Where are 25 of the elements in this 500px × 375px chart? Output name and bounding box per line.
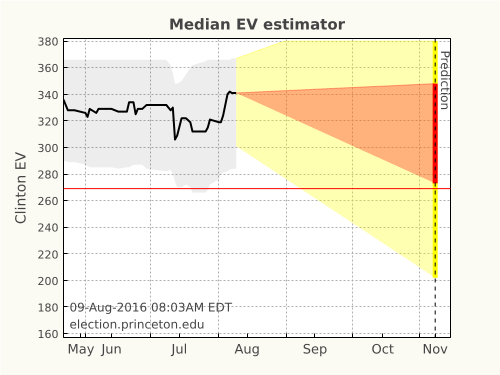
x-tick-label: Sep xyxy=(302,342,328,358)
x-tick-label: Jul xyxy=(170,342,188,358)
y-tick-label: 220 xyxy=(38,248,59,262)
y-tick-label: 300 xyxy=(38,142,59,155)
chart-title: Median EV estimator xyxy=(168,16,346,34)
y-tick-label: 240 xyxy=(38,222,59,235)
x-tick-label: Jun xyxy=(100,342,122,358)
y-tick-label: 280 xyxy=(38,168,59,182)
y-tick-label: 320 xyxy=(38,115,59,128)
line-series xyxy=(64,90,238,140)
x-tick-label: May xyxy=(68,342,95,358)
y-tick-label: 180 xyxy=(38,301,59,314)
x-tick-label: Aug xyxy=(234,342,260,358)
annotation: election.princeton.edu xyxy=(70,318,205,332)
y-tick-label: 260 xyxy=(38,195,59,208)
x-tick-label: Nov xyxy=(422,342,448,358)
ref-line-label: Prediction xyxy=(438,50,452,110)
y-tick-label: 200 xyxy=(38,274,59,288)
y-tick-label: 160 xyxy=(38,328,59,342)
y-axis-title: Clinton EV xyxy=(14,151,30,224)
y-tick-label: 340 xyxy=(38,88,59,102)
annotation: 09-Aug-2016 08:03AM EDT xyxy=(70,300,233,314)
y-tick-label: 360 xyxy=(38,62,59,76)
x-tick-label: Oct xyxy=(371,342,394,358)
y-tick-label: 380 xyxy=(38,36,59,49)
